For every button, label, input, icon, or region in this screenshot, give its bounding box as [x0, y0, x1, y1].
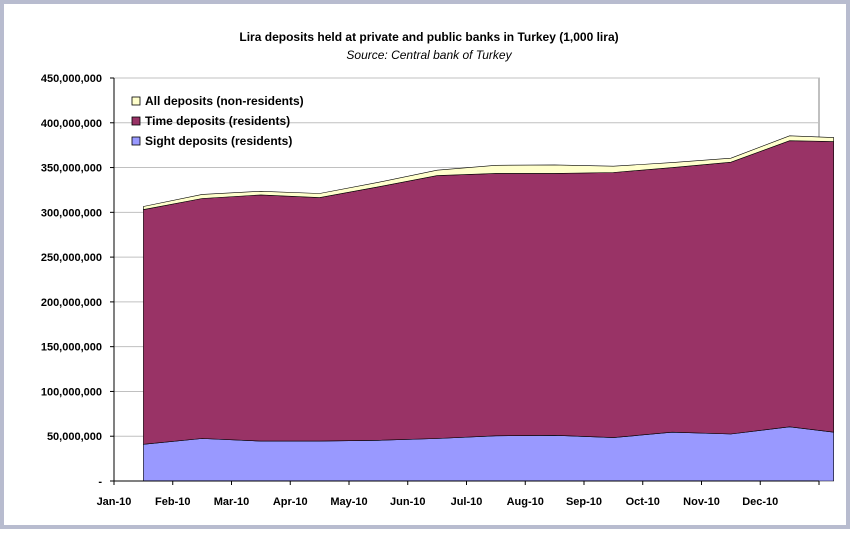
axes: - 50,000,000 100,000,000 150,000,000 200,000…: [41, 73, 820, 508]
y-tick-label-9: 450,000,000: [41, 73, 102, 85]
y-tick-label-3: 150,000,000: [41, 342, 102, 354]
legend-label-0: All deposits (non-residents): [145, 94, 304, 108]
y-tick-label-7: 350,000,000: [41, 163, 102, 175]
y-tick-label-5: 250,000,000: [41, 252, 102, 264]
x-tick-label-0: Jan-10: [97, 496, 132, 508]
x-tick-label-3: Apr-10: [273, 496, 308, 508]
y-tick-label-8: 400,000,000: [41, 118, 102, 130]
legend-swatch-0: [131, 96, 141, 106]
x-tick-label-6: Jul-10: [451, 496, 483, 508]
x-tick-label-8: Sep-10: [566, 496, 602, 508]
y-tick-label-1: 50,000,000: [47, 431, 102, 443]
y-tick-label-6: 300,000,000: [41, 207, 102, 219]
chart-title: Lira deposits held at private and public…: [239, 30, 618, 44]
y-tick-label-4: 200,000,000: [41, 297, 102, 309]
area-series-2: [143, 135, 835, 210]
chart-subtitle: Source: Central bank of Turkey: [346, 48, 512, 62]
y-tick-label-2: 100,000,000: [41, 386, 102, 398]
legend-swatch-2: [131, 136, 141, 146]
legend-swatch-1: [131, 116, 141, 126]
y-tick-label-0: -: [98, 476, 102, 488]
x-tick-label-1: Feb-10: [155, 496, 190, 508]
x-tick-label-7: Aug-10: [507, 496, 544, 508]
legend: All deposits (non-residents) Time deposit…: [131, 94, 304, 148]
legend-label-1: Time deposits (residents): [145, 114, 290, 128]
chart-canvas: Lira deposits held at private and public…: [41, 30, 835, 508]
x-tick-label-9: Oct-10: [626, 496, 660, 508]
x-tick-label-10: Nov-10: [683, 496, 720, 508]
x-tick-label-4: May-10: [330, 496, 367, 508]
legend-label-2: Sight deposits (residents): [145, 134, 292, 148]
x-tick-label-11: Dec-10: [742, 496, 778, 508]
x-tick-label-2: Mar-10: [214, 496, 249, 508]
x-tick-label-5: Jun-10: [390, 496, 425, 508]
area-series: [143, 135, 835, 482]
